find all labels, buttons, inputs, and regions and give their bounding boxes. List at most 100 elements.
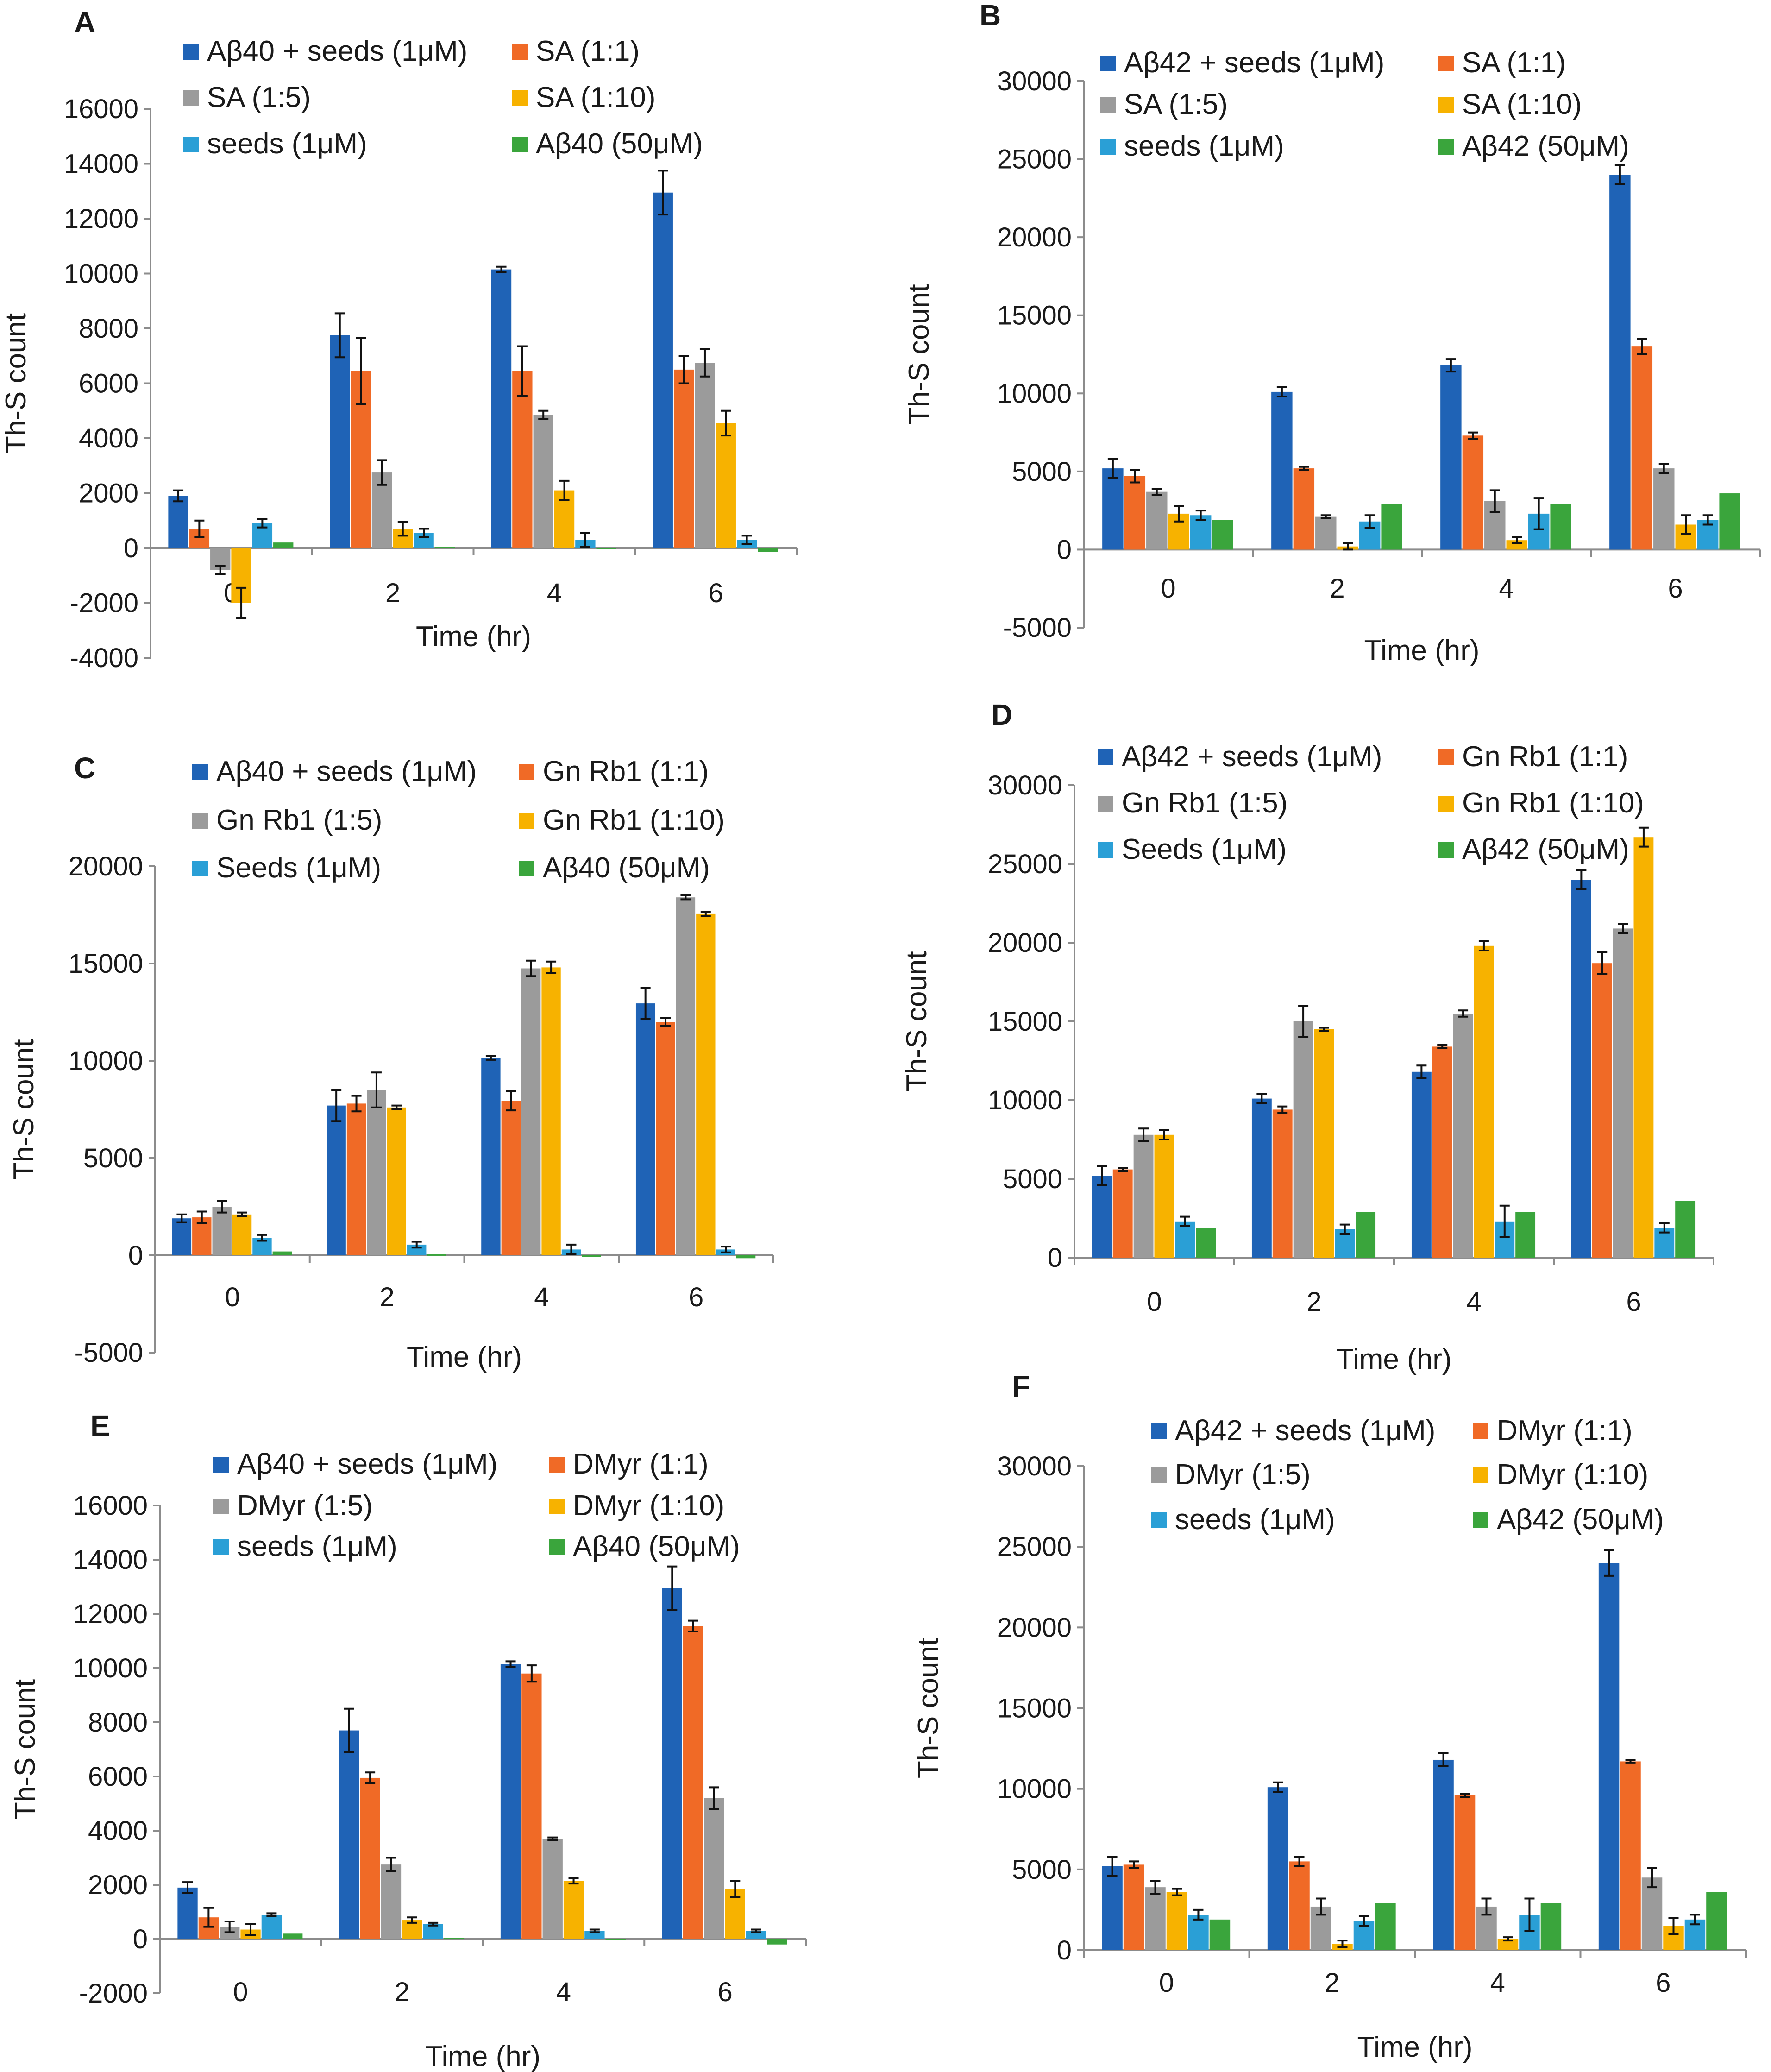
y-tick-label: 14000: [64, 149, 138, 179]
y-tick-label: 25000: [997, 1532, 1072, 1562]
legend-label: Seeds (1μM): [1122, 833, 1287, 865]
legend-swatch: [1438, 56, 1454, 71]
y-tick-label: 0: [128, 1241, 143, 1271]
bar-1-4: [491, 269, 512, 548]
bar-1-2: [327, 1105, 346, 1255]
y-tick-label: 2000: [88, 1870, 148, 1900]
bar-2-6: [1631, 346, 1653, 550]
legend-label: Aβ42 + seeds (1μM): [1122, 741, 1382, 773]
x-tick-label: 6: [1656, 1968, 1671, 1998]
y-tick-label: 8000: [79, 314, 138, 344]
legend-swatch: [512, 137, 528, 152]
y-axis-title: Th-S count: [0, 313, 32, 453]
y-tick-label: 10000: [64, 259, 138, 289]
bar-4-4: [563, 1881, 584, 1939]
legend-label: SA (1:10): [536, 82, 655, 113]
y-tick-label: 15000: [997, 1694, 1072, 1724]
y-tick-label: -4000: [70, 643, 138, 673]
bar-6-4: [1515, 1212, 1536, 1258]
legend-label: DMyr (1:5): [1175, 1459, 1311, 1491]
y-tick-label: 0: [133, 1924, 148, 1954]
legend-swatch: [183, 90, 199, 106]
bar-1-0: [1092, 1176, 1112, 1258]
legend-label: Aβ40 (50μM): [573, 1530, 740, 1562]
y-tick-label: 16000: [73, 1491, 148, 1521]
bar-1-2: [1251, 1098, 1272, 1258]
y-tick-label: 20000: [69, 851, 143, 882]
x-tick-label: 2: [385, 578, 400, 608]
legend-label: Aβ40 (50μM): [543, 852, 710, 884]
bar-2-2: [346, 1103, 366, 1255]
bar-3-6: [676, 897, 696, 1255]
y-tick-label: 12000: [73, 1599, 148, 1629]
x-tick-label: 6: [689, 1282, 703, 1312]
legend-swatch: [519, 764, 534, 780]
bar-1-4: [500, 1664, 521, 1939]
y-tick-label: -5000: [75, 1338, 143, 1368]
bar-6-6: [1719, 493, 1740, 550]
y-tick-label: 10000: [997, 1774, 1072, 1804]
y-tick-label: 8000: [88, 1707, 148, 1738]
x-axis-title: Time (hr): [425, 2041, 540, 2072]
legend-label: Gn Rb1 (1:1): [1462, 741, 1628, 773]
x-tick-label: 6: [1626, 1287, 1641, 1317]
bar-1-6: [662, 1588, 682, 1939]
legend-swatch: [1098, 749, 1113, 765]
bar-3-2: [367, 1090, 386, 1255]
bar-3-4: [521, 968, 541, 1255]
legend-swatch: [183, 137, 199, 152]
bar-2-0: [1112, 1169, 1133, 1258]
y-axis-title: Th-S count: [912, 1638, 944, 1778]
chart-panel-a: A -4000 -2000 0 2000 4000 6000 8000 10000 12000 14…: [0, 6, 798, 673]
bar-6-2: [1381, 504, 1402, 550]
chart-panel-b: B -5000 0 5000 10000 15000 20000 25000 30000 0 2 4 6…: [903, 0, 1761, 667]
x-tick-label: 4: [534, 1282, 549, 1312]
bar-6-0: [283, 1933, 303, 1939]
x-axis-title: Time (hr): [1357, 2031, 1472, 2063]
bar-3-6: [1653, 468, 1675, 550]
legend-label: DMyr (1:1): [1497, 1415, 1633, 1447]
legend-label: Aβ42 + seeds (1μM): [1175, 1415, 1435, 1447]
bar-6-0: [272, 1251, 292, 1255]
legend-swatch: [192, 764, 208, 780]
bar-5-0: [261, 1915, 282, 1939]
x-tick-label: 0: [225, 1282, 240, 1312]
legend-swatch: [1151, 1423, 1167, 1439]
bar-2-6: [1620, 1761, 1641, 1950]
bar-3-2: [1293, 1021, 1313, 1258]
chart-panel-d: D 0 5000 10000 15000 20000 25000 30000 0 2 4 6 Aβ42 …: [901, 698, 1714, 1375]
legend-swatch: [183, 44, 199, 60]
legend-label: SA (1:5): [1124, 88, 1228, 120]
legend-label: Aβ40 (50μM): [536, 128, 703, 160]
x-tick-label: 0: [233, 1977, 248, 2007]
chart-panel-f: F 0 5000 10000 15000 20000 25000 30000 0 2 4 6 Aβ42 …: [912, 1370, 1747, 2063]
x-tick-label: 4: [556, 1977, 571, 2007]
bar-1-0: [1102, 1866, 1123, 1950]
legend-swatch: [512, 44, 528, 60]
legend-label: DMyr (1:5): [237, 1490, 373, 1522]
bar-3-4: [533, 415, 553, 548]
bar-4-6: [1633, 837, 1654, 1258]
panel-letter: C: [74, 751, 95, 785]
bar-6-4: [605, 1939, 626, 1940]
legend-swatch: [549, 1539, 565, 1555]
y-tick-label: 20000: [997, 222, 1072, 252]
bar-2-6: [673, 369, 694, 548]
legend-swatch: [519, 861, 534, 876]
y-axis-title: Th-S count: [901, 951, 933, 1091]
bar-6-4: [596, 548, 616, 549]
bar-2-6: [1592, 963, 1612, 1258]
bar-3-6: [704, 1798, 724, 1939]
x-tick-label: 4: [1466, 1287, 1481, 1317]
x-tick-label: 2: [395, 1977, 409, 2007]
bar-3-0: [1145, 1887, 1166, 1950]
legend-label: DMyr (1:10): [573, 1490, 724, 1522]
bar-1-4: [1433, 1759, 1454, 1950]
x-tick-label: 4: [1499, 573, 1514, 604]
legend-label: Gn Rb1 (1:5): [216, 804, 382, 836]
bar-4-0: [1166, 1892, 1187, 1950]
bar-3-6: [1641, 1877, 1663, 1950]
bar-2-4: [512, 371, 533, 548]
bar-1-6: [1598, 1563, 1620, 1950]
bar-4-2: [387, 1107, 407, 1255]
